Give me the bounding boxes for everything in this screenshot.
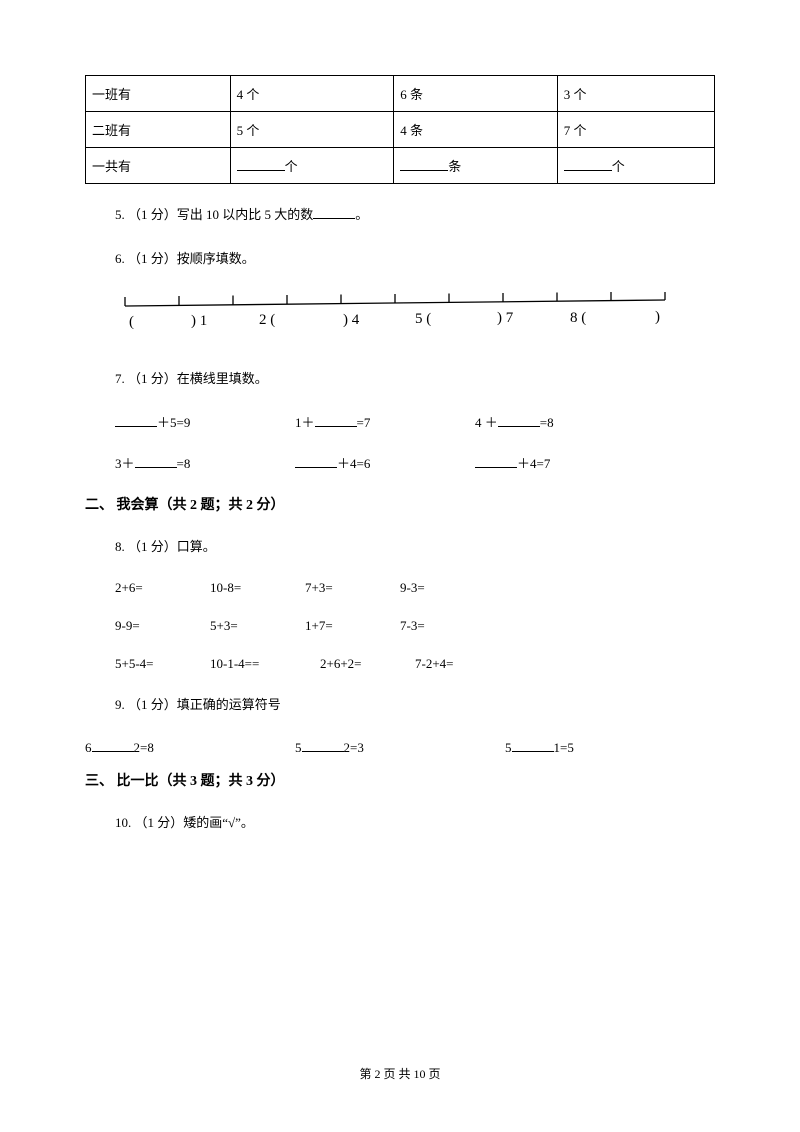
op-text: 2=8: [134, 740, 154, 755]
unit-label: 条: [448, 159, 461, 174]
calc-item: 2+6=: [115, 580, 210, 596]
operator-row: 62=8 52=3 51=5: [85, 738, 715, 756]
equation-item: 4 ＋ =8: [475, 412, 655, 431]
calc-item: 7-3=: [400, 618, 495, 634]
row3-c4: 个: [557, 148, 714, 184]
svg-text:) 7: ) 7: [497, 310, 514, 326]
equation-item: 3＋ =8: [115, 453, 295, 472]
svg-text:): ): [655, 309, 660, 325]
row3-c2: 个: [230, 148, 394, 184]
equation-text: 1＋: [295, 415, 315, 430]
blank-field[interactable]: [313, 205, 355, 219]
row2-c2: 5 个: [230, 112, 394, 148]
row3-label: 一共有: [86, 148, 231, 184]
row1-label: 一班有: [86, 76, 231, 112]
equation-text: =7: [357, 415, 371, 430]
operator-item: 52=3: [295, 738, 505, 756]
row2-c4: 7 个: [557, 112, 714, 148]
question-7: 7. （1 分）在横线里填数。: [115, 368, 715, 390]
operator-item: 51=5: [505, 738, 715, 756]
calc-item: 7+3=: [305, 580, 400, 596]
svg-text:2 (: 2 (: [259, 312, 275, 328]
equation-text: 4 ＋: [475, 415, 498, 430]
question-9: 9. （1 分）填正确的运算符号: [115, 694, 715, 716]
svg-text:5 (: 5 (: [415, 311, 431, 327]
equation-text: ＋4=7: [517, 456, 550, 471]
table-row: 一班有 4 个 6 条 3 个: [86, 76, 715, 112]
svg-text:(: (: [129, 314, 134, 330]
row2-label: 二班有: [86, 112, 231, 148]
blank-field[interactable]: [512, 738, 554, 752]
blank-field[interactable]: [295, 454, 337, 468]
question-6: 6. （1 分）按顺序填数。: [115, 248, 715, 270]
calc-row-2: 9-9= 5+3= 1+7= 7-3=: [115, 618, 715, 634]
question-8: 8. （1 分）口算。: [115, 536, 715, 558]
row2-c3: 4 条: [394, 112, 558, 148]
blank-field[interactable]: [92, 738, 134, 752]
calc-row-3: 5+5-4= 10-1-4== 2+6+2= 7-2+4=: [115, 656, 715, 672]
equation-row-2: 3＋ =8 ＋4=6 ＋4=7: [115, 453, 715, 472]
equation-text: =8: [177, 456, 191, 471]
calc-item: 1+7=: [305, 618, 400, 634]
equation-item: ＋4=7: [475, 453, 655, 472]
unit-label: 个: [612, 159, 625, 174]
table-row: 二班有 5 个 4 条 7 个: [86, 112, 715, 148]
calc-item: 2+6+2=: [320, 656, 415, 672]
calc-item: 10-8=: [210, 580, 305, 596]
blank-field[interactable]: [475, 454, 517, 468]
equation-item: 1＋ =7: [295, 412, 475, 431]
row1-c4: 3 个: [557, 76, 714, 112]
calc-item: 5+5-4=: [115, 656, 210, 672]
blank-field[interactable]: [115, 413, 157, 427]
row3-c3: 条: [394, 148, 558, 184]
section-2-header: 二、 我会算（共 2 题；共 2 分）: [85, 494, 715, 514]
calc-item: 9-9=: [115, 618, 210, 634]
blank-field[interactable]: [400, 157, 448, 171]
row1-c3: 6 条: [394, 76, 558, 112]
equation-text: ＋4=6: [337, 456, 370, 471]
equation-text: ＋5=9: [157, 415, 190, 430]
row1-c2: 4 个: [230, 76, 394, 112]
page-footer: 第 2 页 共 10 页: [0, 1065, 800, 1082]
blank-field[interactable]: [302, 738, 344, 752]
blank-field[interactable]: [315, 413, 357, 427]
svg-text:8 (: 8 (: [570, 310, 586, 326]
equation-row-1: ＋5=9 1＋ =7 4 ＋ =8: [115, 412, 715, 431]
calc-row-1: 2+6= 10-8= 7+3= 9-3=: [115, 580, 715, 596]
calc-item: 5+3=: [210, 618, 305, 634]
equation-item: ＋5=9: [115, 412, 295, 431]
blank-field[interactable]: [498, 413, 540, 427]
question-10: 10. （1 分）矮的画“√”。: [115, 812, 715, 834]
section-3-header: 三、 比一比（共 3 题；共 3 分）: [85, 770, 715, 790]
op-text: 1=5: [554, 740, 574, 755]
table-row: 一共有 个 条 个: [86, 148, 715, 184]
svg-text:) 4: ) 4: [343, 312, 360, 328]
equation-item: ＋4=6: [295, 453, 475, 472]
calc-item: 9-3=: [400, 580, 495, 596]
calc-item: 10-1-4==: [210, 656, 320, 672]
unit-label: 个: [285, 159, 298, 174]
calc-item: 7-2+4=: [415, 656, 510, 672]
question-text: 5. （1 分）写出 10 以内比 5 大的数: [115, 207, 313, 222]
equation-text: =8: [540, 415, 554, 430]
operator-item: 62=8: [85, 738, 295, 756]
op-text: 2=3: [344, 740, 364, 755]
blank-field[interactable]: [564, 157, 612, 171]
svg-text:) 1: ) 1: [191, 313, 207, 329]
class-data-table: 一班有 4 个 6 条 3 个 二班有 5 个 4 条 7 个 一共有 个 条 …: [85, 75, 715, 184]
number-line-figure: ( ) 1 2 ( ) 4 5 ( ) 7 8 ( ): [115, 292, 715, 346]
blank-field[interactable]: [135, 454, 177, 468]
question-text: 。: [355, 207, 368, 222]
blank-field[interactable]: [237, 157, 285, 171]
equation-text: 3＋: [115, 456, 135, 471]
question-5: 5. （1 分）写出 10 以内比 5 大的数 。: [115, 204, 715, 226]
